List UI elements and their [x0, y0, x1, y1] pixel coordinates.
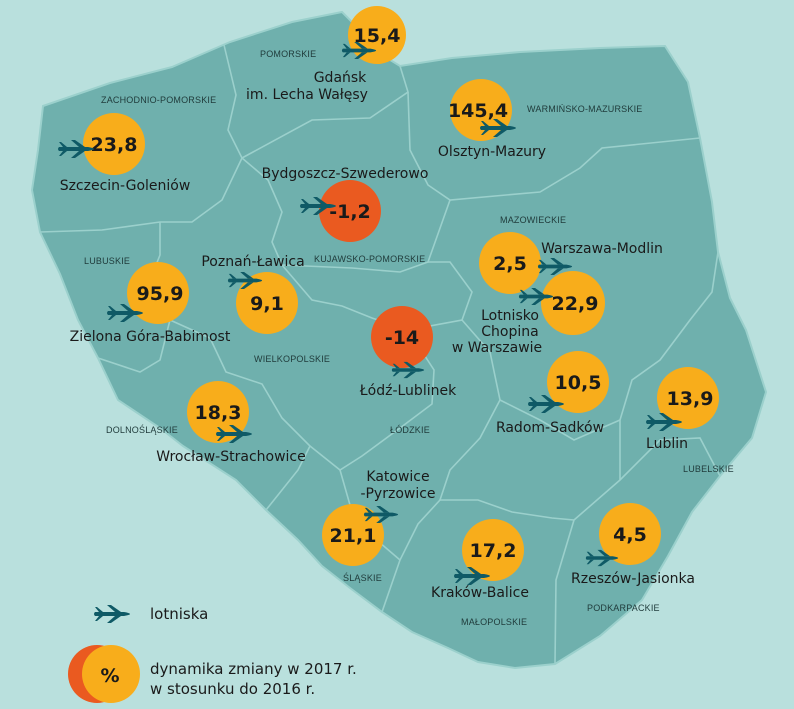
airport-label-chopin-line1: Lotnisko: [481, 308, 539, 324]
bubble-zielona-gora-value: 95,9: [137, 283, 184, 305]
airport-label-chopin-line3: w Warszawie: [452, 340, 542, 356]
bubble-lodz-value: -14: [385, 327, 419, 349]
airport-label-gdansk-line1: Gdańsk: [314, 70, 367, 86]
bubble-modlin-circle: [479, 232, 541, 294]
bubble-olsztyn-value: 145,4: [448, 100, 508, 122]
bubble-szczecin-circle: [83, 113, 145, 175]
bubble-chopin-value: 22,9: [552, 293, 599, 315]
region-label-lubuskie: LUBUSKIE: [84, 256, 130, 266]
bubble-radom-circle: [547, 351, 609, 413]
airport-label-poznan: Poznań-Ławica: [201, 254, 304, 270]
legend-percent-symbol: %: [100, 665, 119, 687]
bubble-poznan: 9,1: [236, 272, 298, 334]
bubble-krakow-value: 17,2: [470, 540, 517, 562]
airport-label-szczecin: Szczecin-Goleniów: [60, 178, 191, 194]
bubble-szczecin: 23,8: [83, 113, 145, 175]
airport-label-krakow: Kraków-Balice: [431, 585, 529, 601]
bubble-chopin-circle: [541, 271, 605, 335]
region-label-lodzkie: ŁÓDZKIE: [390, 425, 430, 435]
bubble-lodz: -14: [371, 306, 433, 368]
bubble-gdansk: 15,4: [348, 6, 406, 64]
bubble-rzeszow-value: 4,5: [613, 524, 647, 546]
region-label-wielkopolskie: WIELKOPOLSKIE: [254, 354, 330, 364]
bubble-krakow: 17,2: [462, 519, 524, 581]
bubble-lublin-circle: [657, 367, 719, 429]
bubble-zielona-gora-circle: [127, 262, 189, 324]
airport-label-wroclaw: Wrocław-Strachowice: [156, 449, 305, 465]
region-label-dolnoslaskie: DOLNOŚLĄSKIE: [106, 424, 178, 435]
airport-label-katowice-line1: Katowice: [366, 469, 429, 485]
bubble-katowice: 21,1: [322, 504, 384, 566]
bubble-olsztyn-circle: [450, 79, 512, 141]
bubble-bydgoszcz-circle: [319, 180, 381, 242]
airport-labels: Gdańsk im. Lecha Wałęsy Olsztyn-Mazury S…: [60, 70, 695, 601]
region-label-lubelskie: LUBELSKIE: [683, 464, 734, 474]
legend: %: [68, 605, 140, 703]
airport-label-bydgoszcz: Bydgoszcz-Szwederowo: [262, 166, 429, 182]
region-labels: POMORSKIE ZACHODNIO-POMORSKIE WARMIŃSKO-…: [84, 49, 734, 627]
bubble-lublin-value: 13,9: [667, 388, 714, 410]
airport-label-zielona-gora: Zielona Góra-Babimost: [70, 329, 231, 345]
bubble-lublin: 13,9: [657, 367, 719, 429]
region-label-zachodniopomorskie: ZACHODNIO-POMORSKIE: [101, 95, 216, 105]
bubble-poznan-value: 9,1: [250, 293, 284, 315]
airport-label-katowice-line2: -Pyrzowice: [360, 486, 435, 502]
bubble-chopin: 22,9: [541, 271, 605, 335]
region-label-slaskie: ŚLĄSKIE: [343, 572, 382, 583]
legend-bubble: [82, 645, 140, 703]
bubble-rzeszow-circle: [599, 503, 661, 565]
bubble-szczecin-value: 23,8: [91, 134, 138, 156]
airport-label-olsztyn: Olsztyn-Mazury: [438, 144, 546, 160]
region-label-malopolskie: MAŁOPOLSKIE: [461, 617, 527, 627]
bubble-lodz-circle: [371, 306, 433, 368]
region-label-pomorskie: POMORSKIE: [260, 49, 316, 59]
airport-label-modlin: Warszawa-Modlin: [541, 241, 663, 257]
bubble-modlin-value: 2,5: [493, 253, 527, 275]
region-label-podkarpackie: PODKARPACKIE: [587, 603, 660, 613]
bubble-modlin: 2,5: [479, 232, 541, 294]
airport-label-chopin-line2: Chopina: [481, 324, 538, 340]
bubble-gdansk-value: 15,4: [354, 25, 401, 47]
bubble-olsztyn: 145,4: [448, 79, 512, 141]
bubble-bydgoszcz-value: -1,2: [329, 201, 371, 223]
legend-airports-label: lotniska: [150, 605, 209, 623]
bubble-radom-value: 10,5: [555, 372, 602, 394]
bubble-radom: 10,5: [547, 351, 609, 413]
change-bubbles: 15,4 145,4 23,8 -1,2 2,5 22,9 95,9 9,1: [83, 6, 719, 581]
bubble-katowice-value: 21,1: [330, 525, 377, 547]
bubble-poznan-circle: [236, 272, 298, 334]
legend-dynamics-line-1: dynamika zmiany w 2017 r.: [150, 660, 357, 678]
region-label-mazowieckie: MAZOWIECKIE: [500, 215, 566, 225]
airport-label-gdansk-line2: im. Lecha Wałęsy: [246, 87, 368, 103]
bubble-zielona-gora: 95,9: [127, 262, 189, 324]
bubble-bydgoszcz: -1,2: [319, 180, 381, 242]
airport-label-radom: Radom-Sadków: [496, 420, 604, 436]
bubble-wroclaw-value: 18,3: [195, 402, 242, 424]
airport-label-rzeszow: Rzeszów-Jasionka: [571, 571, 695, 587]
airport-label-lodz: Łódź-Lublinek: [359, 383, 457, 399]
region-label-warminsko-mazurskie: WARMIŃSKO-MAZURSKIE: [527, 104, 642, 114]
legend-dynamics-line-2: w stosunku do 2016 r.: [150, 680, 316, 698]
bubble-krakow-circle: [462, 519, 524, 581]
bubble-rzeszow: 4,5: [599, 503, 661, 565]
airport-label-lublin: Lublin: [646, 436, 688, 452]
region-label-kujawsko-pomorskie: KUJAWSKO-POMORSKIE: [314, 254, 425, 264]
